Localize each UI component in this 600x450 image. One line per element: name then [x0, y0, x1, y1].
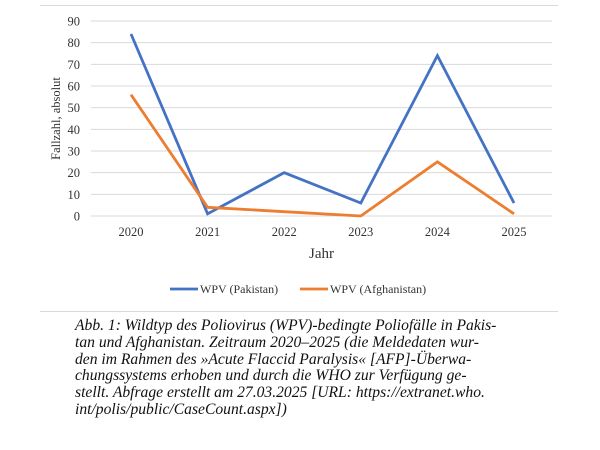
y-tick-label: 80 — [68, 36, 81, 50]
legend-label: WPV (Pakistan) — [200, 282, 278, 296]
x-tick-label: 2023 — [348, 225, 373, 239]
caption-line: den im Rahmen des »Acute Flaccid Paralys… — [75, 350, 472, 368]
figure-caption: Abb. 1: Wildtyp des Poliovirus (WPV)-bed… — [75, 317, 595, 419]
x-tick-label: 2025 — [502, 225, 527, 239]
y-tick-label: 30 — [68, 145, 81, 159]
chart-frame — [40, 5, 558, 312]
caption-line: stellt. Abfrage erstellt am 27.03.2025 [… — [75, 384, 485, 402]
x-tick-label: 2020 — [119, 225, 144, 239]
x-tick-label: 2024 — [425, 225, 451, 239]
caption-line: tan und Afghanistan. Zeitraum 2020–2025 … — [75, 333, 479, 351]
y-tick-label: 90 — [68, 15, 81, 29]
y-tick-label: 60 — [68, 80, 81, 94]
y-tick-label: 20 — [68, 166, 81, 180]
y-tick-label: 50 — [68, 101, 81, 115]
y-tick-label: 40 — [68, 123, 81, 137]
series-line-pakistan — [129, 33, 516, 216]
y-tick-label: 0 — [74, 210, 80, 224]
caption-line: Abb. 1: Wildtyp des Poliovirus (WPV)-bed… — [75, 317, 497, 334]
legend-label: WPV (Afghanistan) — [330, 282, 426, 296]
caption-line: int/polis/public/CaseCount.aspx]) — [75, 400, 287, 418]
y-axis-label: Fallzahl, absolut — [49, 77, 63, 160]
y-tick-label: 10 — [68, 188, 81, 202]
x-axis-label: Jahr — [309, 246, 334, 262]
caption-line: chungssystems erhoben und durch die WHO … — [75, 367, 467, 385]
line-chart: 0 10 20 30 40 50 60 70 80 90 2020 2021 2022 2023 2024 2… — [49, 15, 552, 296]
y-tick-label: 70 — [68, 58, 81, 72]
series-line-afghanistan — [129, 93, 515, 218]
x-tick-label: 2021 — [195, 225, 220, 239]
x-tick-label: 2022 — [272, 225, 297, 239]
